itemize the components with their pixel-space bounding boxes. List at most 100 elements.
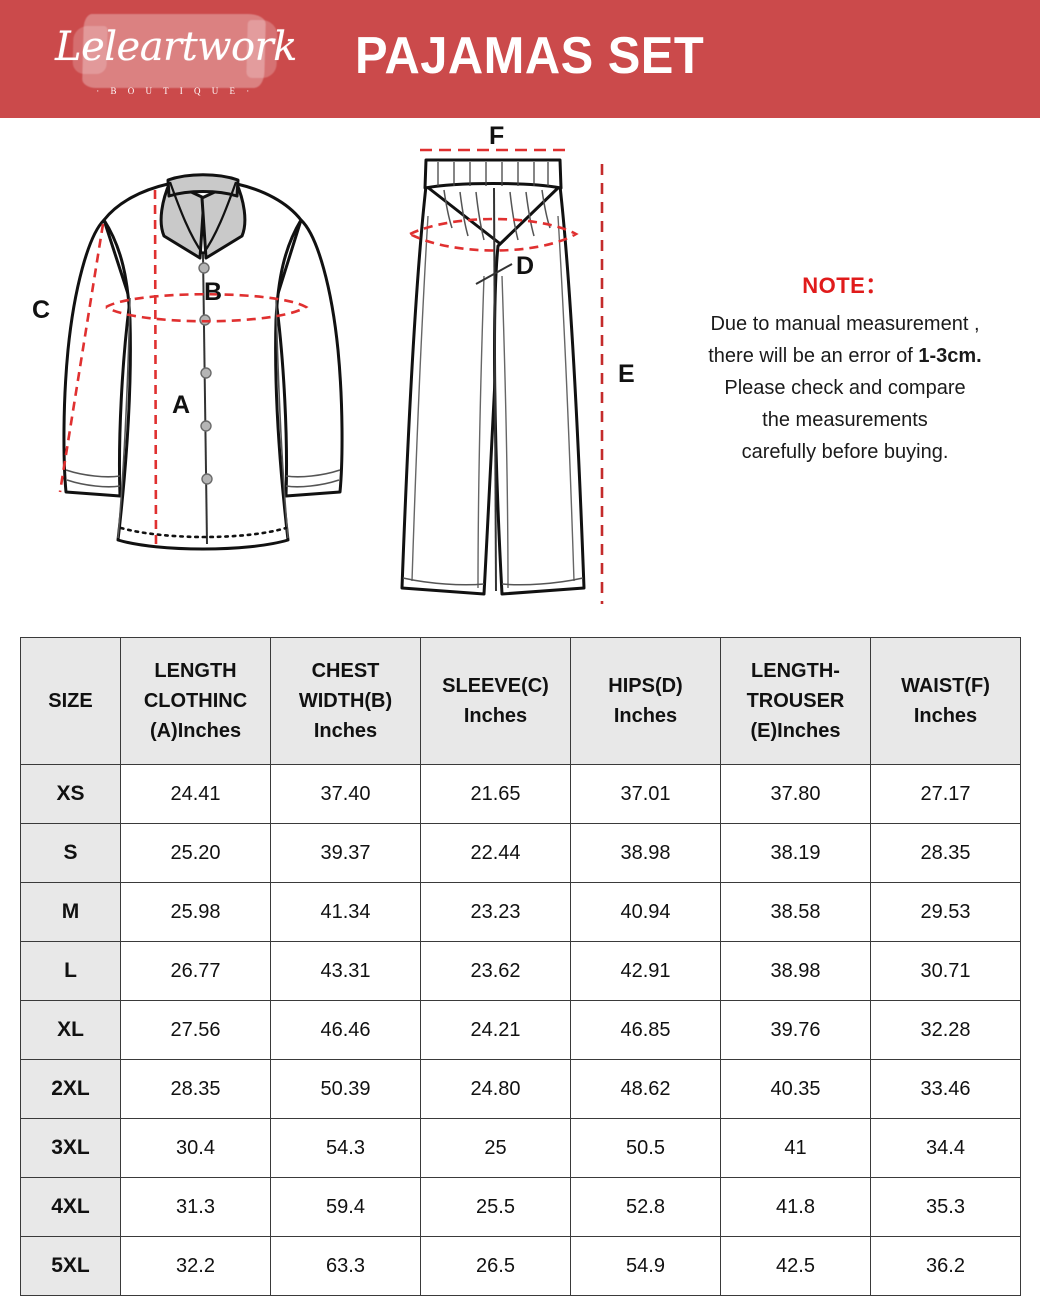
table-row: M 25.98 41.34 23.23 40.94 38.58 29.53 <box>20 882 1021 942</box>
cell-M-length_trouser: 38.58 <box>720 882 871 942</box>
shirt-label-c: C <box>32 296 50 324</box>
cell-XS-hips: 37.01 <box>570 764 721 824</box>
cell-4XL-length_trouser: 41.8 <box>720 1177 871 1237</box>
size-cell-4XL: 4XL <box>20 1177 121 1237</box>
cell-2XL-length_clothing: 28.35 <box>120 1059 271 1119</box>
cell-XS-chest_width: 37.40 <box>270 764 421 824</box>
cell-XL-sleeve: 24.21 <box>420 1000 571 1060</box>
cell-5XL-length_clothing: 32.2 <box>120 1236 271 1296</box>
table-header-cell-3-line-1: Inches <box>463 705 528 727</box>
cell-XS-sleeve: 21.65 <box>420 764 571 824</box>
cell-M-chest_width: 41.34 <box>270 882 421 942</box>
pants-label-f: F <box>489 126 504 150</box>
cell-5XL-length_trouser: 42.5 <box>720 1236 871 1296</box>
table-row: 3XL 30.4 54.3 25 50.5 41 34.4 <box>20 1118 1021 1178</box>
size-chart-table: SIZE LENGTH CLOTHINC (A)Inches CHEST WIDTH(B)… <box>20 637 1021 1296</box>
table-header-cell-4-line-1: Inches <box>613 705 678 727</box>
cell-XL-length_clothing: 27.56 <box>120 1000 271 1060</box>
cell-3XL-sleeve: 25 <box>420 1118 571 1178</box>
cell-2XL-sleeve: 24.80 <box>420 1059 571 1119</box>
table-header-cell-1-line-0: LENGTH <box>154 660 237 682</box>
size-cell-S: S <box>20 823 121 883</box>
note-error-range: 1-3cm. <box>918 345 982 367</box>
cell-S-length_trouser: 38.19 <box>720 823 871 883</box>
table-header-cell-6: WAIST(F) Inches <box>870 637 1021 765</box>
brand-logo: Leleartwork · B O U T I Q U E · <box>55 6 297 114</box>
table-body: XS 24.41 37.40 21.65 37.01 37.80 27.17 S 25.20 39… <box>20 764 1021 1296</box>
pants-diagram: F D E <box>400 126 635 604</box>
cell-2XL-hips: 48.62 <box>570 1059 721 1119</box>
table-header-cell-1-line-2: (A)Inches <box>149 720 242 742</box>
cell-5XL-sleeve: 26.5 <box>420 1236 571 1296</box>
cell-S-waist: 28.35 <box>870 823 1021 883</box>
table-row: XL 27.56 46.46 24.21 46.85 39.76 32.28 <box>20 1000 1021 1060</box>
cell-3XL-length_trouser: 41 <box>720 1118 871 1178</box>
table-header-cell-3-line-0: SLEEVE(C) <box>442 675 549 697</box>
note-line-5: carefully before buying. <box>741 441 949 463</box>
table-header-cell-1-line-1: CLOTHINC <box>143 690 248 712</box>
cell-S-length_clothing: 25.20 <box>120 823 271 883</box>
table-header-cell-5-line-0: LENGTH- <box>751 660 840 682</box>
table-row: S 25.20 39.37 22.44 38.98 38.19 28.35 <box>20 823 1021 883</box>
cell-M-hips: 40.94 <box>570 882 721 942</box>
cell-4XL-waist: 35.3 <box>870 1177 1021 1237</box>
size-cell-XL: XL <box>20 1000 121 1060</box>
table-header-cell-2-line-1: WIDTH(B) <box>298 690 393 712</box>
size-cell-XS: XS <box>20 764 121 824</box>
table-header-cell-2-line-0: CHEST <box>311 660 380 682</box>
guide-line-c <box>58 223 105 493</box>
cell-3XL-chest_width: 54.3 <box>270 1118 421 1178</box>
cell-S-sleeve: 22.44 <box>420 823 571 883</box>
table-header-cell-4-line-0: HIPS(D) <box>608 675 683 697</box>
table-header-cell-0-line-0: SIZE <box>48 690 93 712</box>
cell-M-sleeve: 23.23 <box>420 882 571 942</box>
cell-XL-waist: 32.28 <box>870 1000 1021 1060</box>
cell-XS-length_trouser: 37.80 <box>720 764 871 824</box>
table-header-cell-6-line-0: WAIST(F) <box>901 675 990 697</box>
size-cell-L: L <box>20 941 121 1001</box>
size-cell-2XL: 2XL <box>20 1059 121 1119</box>
cell-3XL-length_clothing: 30.4 <box>120 1118 271 1178</box>
table-header-cell-6-line-1: Inches <box>913 705 978 727</box>
table-header-cell-2: CHEST WIDTH(B) Inches <box>270 637 421 765</box>
table-row: 5XL 32.2 63.3 26.5 54.9 42.5 36.2 <box>20 1236 1021 1296</box>
guide-line-b <box>105 293 309 323</box>
note-block: NOTE： Due to manual measurement , there … <box>655 268 1035 468</box>
table-row: XS 24.41 37.40 21.65 37.01 37.80 27.17 <box>20 764 1021 824</box>
shirt-label-b: B <box>204 278 222 306</box>
cell-S-chest_width: 39.37 <box>270 823 421 883</box>
illustration-area: A B C <box>0 118 1040 633</box>
cell-L-chest_width: 43.31 <box>270 941 421 1001</box>
pants-label-d: D <box>516 252 534 280</box>
cell-4XL-chest_width: 59.4 <box>270 1177 421 1237</box>
cell-2XL-chest_width: 50.39 <box>270 1059 421 1119</box>
cell-2XL-length_trouser: 40.35 <box>720 1059 871 1119</box>
cell-4XL-length_clothing: 31.3 <box>120 1177 271 1237</box>
cell-M-length_clothing: 25.98 <box>120 882 271 942</box>
page-title: PAJAMAS SET <box>355 27 705 85</box>
table-header-cell-5-line-1: TROUSER <box>746 690 845 712</box>
pants-label-e: E <box>618 360 635 388</box>
cell-XL-length_trouser: 39.76 <box>720 1000 871 1060</box>
table-header-row: SIZE LENGTH CLOTHINC (A)Inches CHEST WIDTH(B)… <box>20 637 1021 765</box>
cell-L-sleeve: 23.62 <box>420 941 571 1001</box>
table-row: 2XL 28.35 50.39 24.80 48.62 40.35 33.46 <box>20 1059 1021 1119</box>
note-line-2: there will be an error of 1-3cm. <box>655 340 1035 372</box>
cell-L-waist: 30.71 <box>870 941 1021 1001</box>
guide-line-d <box>409 217 579 252</box>
cell-5XL-hips: 54.9 <box>570 1236 721 1296</box>
cell-4XL-hips: 52.8 <box>570 1177 721 1237</box>
cell-XL-chest_width: 46.46 <box>270 1000 421 1060</box>
cell-L-length_clothing: 26.77 <box>120 941 271 1001</box>
cell-2XL-waist: 33.46 <box>870 1059 1021 1119</box>
size-cell-5XL: 5XL <box>20 1236 121 1296</box>
shirt-diagram: A B C <box>32 173 344 551</box>
cell-3XL-hips: 50.5 <box>570 1118 721 1178</box>
table-header-cell-3: SLEEVE(C) Inches <box>420 637 571 765</box>
table-header-cell-1: LENGTH CLOTHINC (A)Inches <box>120 637 271 765</box>
note-line-3: Please check and compare <box>724 377 966 399</box>
cell-XS-waist: 27.17 <box>870 764 1021 824</box>
table-header: SIZE LENGTH CLOTHINC (A)Inches CHEST WIDTH(B)… <box>20 637 1021 765</box>
logo-subtitle-text: · B O U T I Q U E · <box>96 86 254 96</box>
table-header-cell-4: HIPS(D) Inches <box>570 637 721 765</box>
